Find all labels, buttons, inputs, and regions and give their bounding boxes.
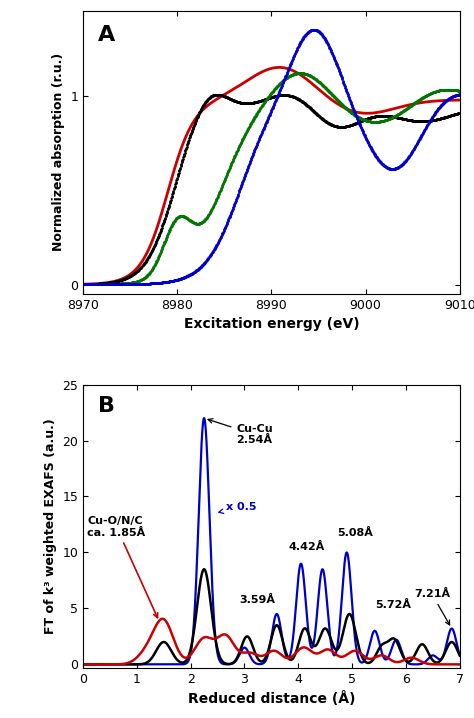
Text: 7.21Å: 7.21Å <box>414 589 450 625</box>
Text: B: B <box>98 396 115 416</box>
Text: 5.72Å: 5.72Å <box>375 600 411 610</box>
Y-axis label: Normalized absorption (r.u.): Normalized absorption (r.u.) <box>52 53 64 251</box>
X-axis label: Excitation energy (eV): Excitation energy (eV) <box>183 317 359 332</box>
Text: 5.08Å: 5.08Å <box>337 528 373 538</box>
X-axis label: Reduced distance (Å): Reduced distance (Å) <box>188 691 355 707</box>
Text: 4.42Å: 4.42Å <box>289 542 325 552</box>
Text: 3.59Å: 3.59Å <box>239 595 275 605</box>
Text: x 0.5: x 0.5 <box>219 502 256 513</box>
Text: Cu-Cu
2.54Å: Cu-Cu 2.54Å <box>208 419 273 445</box>
Text: A: A <box>98 25 115 45</box>
Text: Cu-O/N/C
ca. 1.85Å: Cu-O/N/C ca. 1.85Å <box>87 516 158 617</box>
Y-axis label: FT of k³ weighted EXAFS (a.u.): FT of k³ weighted EXAFS (a.u.) <box>44 419 57 634</box>
